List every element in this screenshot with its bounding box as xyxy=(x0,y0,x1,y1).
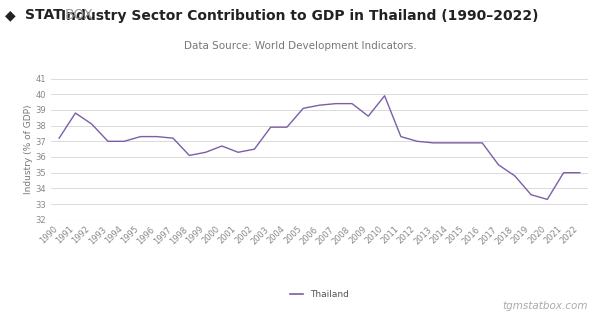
Text: Industry Sector Contribution to GDP in Thailand (1990–2022): Industry Sector Contribution to GDP in T… xyxy=(61,9,539,24)
Text: ◆: ◆ xyxy=(5,8,16,22)
Text: Data Source: World Development Indicators.: Data Source: World Development Indicator… xyxy=(184,41,416,51)
Y-axis label: Industry (% of GDP): Industry (% of GDP) xyxy=(23,104,32,194)
Text: BOX: BOX xyxy=(64,8,93,22)
Legend: Thailand: Thailand xyxy=(286,287,353,303)
Text: STAT: STAT xyxy=(25,8,63,22)
Text: tgmstatbox.com: tgmstatbox.com xyxy=(503,301,588,311)
